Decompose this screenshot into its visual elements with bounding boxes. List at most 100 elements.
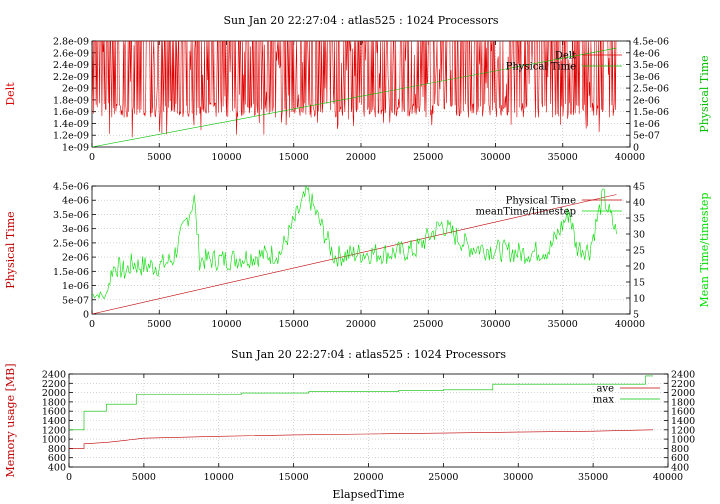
y-tick-label: 1000 bbox=[42, 435, 66, 446]
y-tick-label: 2e-09 bbox=[62, 84, 89, 95]
y2-tick-label: 30 bbox=[633, 230, 645, 241]
y2-tick-label: 800 bbox=[671, 444, 689, 455]
y2-tick-label: 1200 bbox=[671, 425, 695, 436]
plot-frame bbox=[91, 40, 631, 148]
x-tick-label: 20000 bbox=[353, 472, 383, 483]
y2-tick-label: 1400 bbox=[671, 416, 695, 427]
y2-tick-label: 5 bbox=[633, 310, 639, 321]
y-tick-label: 2200 bbox=[42, 379, 66, 390]
y2-tick-label: 1800 bbox=[671, 397, 695, 408]
y2-tick-label: 1600 bbox=[671, 407, 695, 418]
x-tick-label: 5000 bbox=[132, 472, 156, 483]
y2-tick-label: 5e-07 bbox=[633, 131, 660, 142]
y-tick-label: 1400 bbox=[42, 416, 66, 427]
series-line-meantime-timestep bbox=[92, 186, 617, 300]
y2-tick-label: 3e-06 bbox=[633, 72, 660, 83]
x-tick-label: 0 bbox=[89, 319, 95, 330]
x-tick-label: 10000 bbox=[211, 319, 241, 330]
y2-tick-label: 0 bbox=[633, 143, 639, 154]
y2-tick-label: 25 bbox=[633, 246, 645, 257]
y-tick-label: 0 bbox=[83, 310, 89, 321]
y-axis-label: Memory usage [MB] bbox=[4, 363, 17, 477]
y2-tick-label: 3.5e-06 bbox=[633, 60, 669, 71]
x-tick-label: 30000 bbox=[480, 152, 510, 163]
x-tick-label: 30000 bbox=[480, 319, 510, 330]
y-tick-label: 1.5e-06 bbox=[53, 267, 89, 278]
legend-label: ave bbox=[596, 384, 614, 395]
y2-tick-label: 10 bbox=[633, 294, 645, 305]
y-tick-label: 2000 bbox=[42, 388, 66, 399]
y2-tick-label: 1.5e-06 bbox=[633, 107, 669, 118]
series-line-max bbox=[69, 375, 653, 431]
y-tick-label: 5e-07 bbox=[62, 295, 89, 306]
chart-title: Sun Jan 20 22:27:04 : atlas525 : 1024 Pr… bbox=[231, 348, 506, 361]
chart-panel-3: 0 5000 10000 15000 20000 25000 30000 35000 40000… bbox=[4, 348, 695, 501]
y2-tick-label: 2e-06 bbox=[633, 95, 660, 106]
x-tick-label: 35000 bbox=[548, 319, 578, 330]
y-tick-label: 1.6e-09 bbox=[53, 107, 89, 118]
y-tick-label: 1.2e-09 bbox=[53, 131, 89, 142]
chart-title: Sun Jan 20 22:27:04 : atlas525 : 1024 Pr… bbox=[224, 14, 499, 27]
y-tick-label: 4e-06 bbox=[62, 196, 89, 207]
y-tick-label: 2e-06 bbox=[62, 253, 89, 264]
y-tick-label: 1800 bbox=[42, 397, 66, 408]
plot-frame bbox=[68, 373, 669, 468]
y-tick-label: 2.4e-09 bbox=[53, 60, 89, 71]
x-tick-label: 25000 bbox=[413, 319, 443, 330]
x-tick-label: 35000 bbox=[578, 472, 608, 483]
y-tick-label: 1e-06 bbox=[62, 281, 89, 292]
x-tick-label: 0 bbox=[66, 472, 72, 483]
y2-tick-label: 2400 bbox=[671, 370, 695, 381]
x-tick-label: 15000 bbox=[279, 472, 309, 483]
y-tick-label: 2.2e-09 bbox=[53, 72, 89, 83]
x-tick-label: 0 bbox=[89, 152, 95, 163]
x-tick-label: 20000 bbox=[346, 319, 376, 330]
y-tick-label: 400 bbox=[48, 463, 66, 474]
plot-frame bbox=[91, 185, 631, 315]
x-tick-label: 40000 bbox=[653, 472, 683, 483]
y2-tick-label: 400 bbox=[671, 463, 689, 474]
x-tick-label: 30000 bbox=[503, 472, 533, 483]
y2-tick-label: 40 bbox=[633, 198, 645, 209]
y2-tick-label: 20 bbox=[633, 262, 645, 273]
y-tick-label: 1600 bbox=[42, 407, 66, 418]
x-tick-label: 20000 bbox=[346, 152, 376, 163]
y-tick-label: 2.6e-09 bbox=[53, 48, 89, 59]
x-tick-label: 25000 bbox=[428, 472, 458, 483]
y2-tick-label: 1000 bbox=[671, 435, 695, 446]
y2-tick-label: 600 bbox=[671, 453, 689, 464]
series-line-physical-time bbox=[92, 47, 617, 147]
y2-tick-label: 2000 bbox=[671, 388, 695, 399]
x-axis-label: ElapsedTime bbox=[332, 488, 404, 501]
legend-label: Delt bbox=[555, 51, 576, 62]
y-tick-label: 1e-09 bbox=[62, 143, 89, 154]
y2-axis-label: Physical Time bbox=[698, 55, 711, 132]
y-tick-label: 4.5e-06 bbox=[53, 182, 89, 193]
y2-tick-label: 2200 bbox=[671, 379, 695, 390]
legend-label: Physical Time bbox=[506, 196, 576, 207]
legend-label: Physical Time bbox=[506, 62, 576, 73]
x-tick-label: 40000 bbox=[615, 319, 645, 330]
series-line-delt bbox=[92, 41, 617, 138]
y-tick-label: 800 bbox=[48, 444, 66, 455]
y2-tick-label: 4.5e-06 bbox=[633, 37, 669, 48]
x-tick-label: 15000 bbox=[279, 319, 309, 330]
y2-tick-label: 15 bbox=[633, 278, 645, 289]
x-tick-label: 5000 bbox=[147, 319, 171, 330]
x-tick-label: 25000 bbox=[413, 152, 443, 163]
x-tick-label: 10000 bbox=[211, 152, 241, 163]
legend-label: max bbox=[593, 395, 614, 406]
y2-tick-label: 4e-06 bbox=[633, 48, 660, 59]
y2-tick-label: 2.5e-06 bbox=[633, 84, 669, 95]
y-tick-label: 600 bbox=[48, 453, 66, 464]
x-tick-label: 5000 bbox=[147, 152, 171, 163]
y2-tick-label: 45 bbox=[633, 182, 645, 193]
y-axis-label: Physical Time bbox=[4, 211, 17, 288]
x-tick-label: 40000 bbox=[615, 152, 645, 163]
chart-panel-1: 0 5000 10000 15000 20000 25000 30000 35000 40000… bbox=[4, 14, 711, 163]
y2-tick-label: 35 bbox=[633, 214, 645, 225]
y-tick-label: 1.8e-09 bbox=[53, 95, 89, 106]
y-tick-label: 1200 bbox=[42, 425, 66, 436]
